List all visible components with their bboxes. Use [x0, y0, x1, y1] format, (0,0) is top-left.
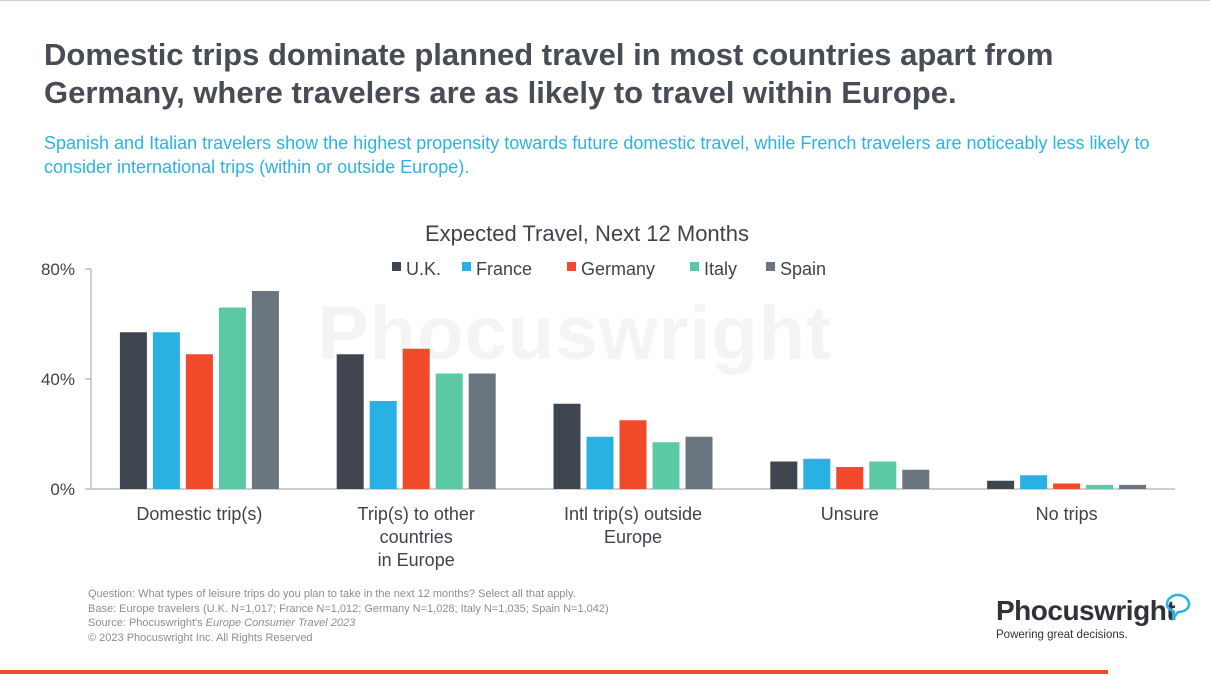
- bar: [251, 291, 279, 489]
- bar: [770, 461, 798, 489]
- x-category-label: Domestic trip(s): [136, 504, 262, 524]
- bar: [369, 401, 397, 489]
- legend-label: Spain: [780, 259, 826, 279]
- bar: [652, 442, 680, 489]
- legend-swatch: [690, 262, 699, 271]
- y-tick-label: 40%: [41, 370, 75, 389]
- bar: [619, 420, 647, 489]
- bar: [1053, 483, 1081, 489]
- bar: [869, 461, 897, 489]
- bar: [218, 307, 246, 489]
- bar: [1119, 484, 1147, 489]
- footnote-copyright: © 2023 Phocuswright Inc. All Rights Rese…: [88, 631, 313, 644]
- bar: [185, 354, 213, 489]
- chart-title: Expected Travel, Next 12 Months: [425, 221, 749, 246]
- footnote-source-title: Europe Consumer Travel 2023: [205, 617, 356, 629]
- bar: [435, 373, 463, 489]
- bar: [803, 458, 831, 489]
- legend-label: Italy: [704, 259, 737, 279]
- bottom-accent-bar: [0, 670, 1108, 674]
- legend-label: U.K.: [406, 259, 441, 279]
- brand-name: Phocuswright: [996, 595, 1176, 626]
- bar: [902, 469, 930, 489]
- bar: [586, 436, 614, 489]
- page-subtitle: Spanish and Italian travelers show the h…: [44, 133, 1150, 177]
- x-category-label: Trip(s) to other countries in Europe: [358, 504, 475, 570]
- y-tick-label: 0%: [50, 480, 75, 499]
- bar: [468, 373, 496, 489]
- x-category-label: Intl trip(s) outside Europe: [564, 504, 702, 547]
- legend-label: France: [476, 259, 532, 279]
- footnote-source-prefix: Source: Phocuswright's: [88, 617, 206, 629]
- footnotes: Question: What types of leisure trips do…: [88, 587, 609, 645]
- top-divider: [0, 0, 1210, 1]
- speech-bubble-icon: [1165, 593, 1191, 621]
- bar: [553, 403, 581, 489]
- legend-label: Germany: [581, 259, 655, 279]
- footnote-question: Question: What types of leisure trips do…: [88, 588, 576, 600]
- bar: [1086, 484, 1114, 489]
- bar: [1020, 475, 1048, 489]
- x-category-label: Unsure: [821, 504, 879, 524]
- bar: [987, 480, 1015, 489]
- bar: [836, 467, 864, 489]
- legend-swatch: [392, 262, 401, 271]
- bar: [152, 332, 180, 489]
- page-title: Domestic trips dominate planned travel i…: [44, 37, 1054, 110]
- brand-logo: Phocuswright Powering great decisions.: [996, 593, 1191, 641]
- x-category-label: No trips: [1036, 504, 1098, 524]
- bar: [119, 332, 147, 489]
- footnote-base: Base: Europe travelers (U.K. N=1,017; Fr…: [88, 602, 609, 615]
- legend-swatch: [462, 262, 471, 271]
- bar: [336, 354, 364, 489]
- brand-tagline: Powering great decisions.: [996, 629, 1128, 641]
- legend-swatch: [766, 262, 775, 271]
- footnote-source: Source: Phocuswright's Europe Consumer T…: [88, 616, 609, 631]
- bar-chart: Expected Travel, Next 12 Months U.K. Franc…: [41, 221, 1175, 570]
- legend-swatch: [567, 262, 576, 271]
- bar: [402, 348, 430, 489]
- bar: [685, 436, 713, 489]
- y-tick-label: 80%: [41, 260, 75, 279]
